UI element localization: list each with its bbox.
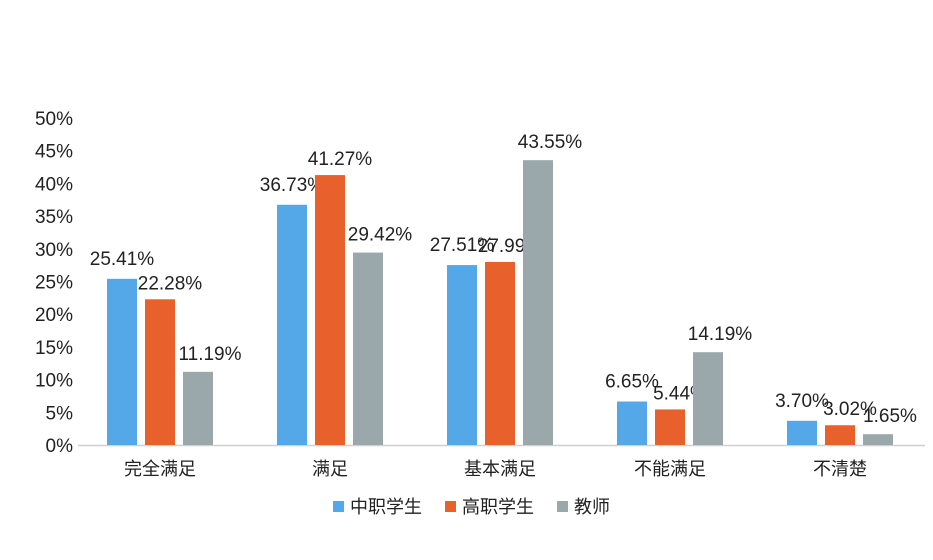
legend-swatch-2 bbox=[445, 501, 456, 512]
data-label: 6.65% bbox=[605, 372, 659, 393]
y-tick-label: 15% bbox=[35, 338, 73, 359]
y-tick-label: 10% bbox=[35, 371, 73, 392]
x-category-label: 不能满足 bbox=[634, 459, 706, 479]
bar-1-3 bbox=[447, 265, 477, 445]
legend-swatch-1 bbox=[333, 501, 344, 512]
bar-1-4 bbox=[617, 401, 647, 445]
bar-2-2 bbox=[315, 175, 345, 446]
data-label: 43.55% bbox=[518, 132, 583, 153]
y-tick-label: 35% bbox=[35, 207, 73, 228]
x-category-label: 满足 bbox=[312, 459, 348, 479]
data-label: 3.70% bbox=[775, 391, 829, 412]
data-label: 25.41% bbox=[90, 249, 155, 270]
bar-3-2 bbox=[353, 252, 383, 445]
y-tick-label: 30% bbox=[35, 240, 73, 261]
bar-3-3 bbox=[523, 160, 553, 446]
x-category-label: 完全满足 bbox=[124, 459, 196, 479]
legend-swatch-3 bbox=[557, 501, 568, 512]
bar-2-4 bbox=[655, 409, 685, 445]
x-category-label: 不清楚 bbox=[813, 459, 867, 479]
data-label: 14.19% bbox=[688, 324, 753, 345]
x-category-label: 基本满足 bbox=[464, 459, 536, 479]
bar-1-1 bbox=[107, 278, 137, 445]
bar-2-5 bbox=[825, 425, 855, 445]
data-label: 1.65% bbox=[863, 406, 917, 427]
y-tick-label: 40% bbox=[35, 174, 73, 195]
bar-2-3 bbox=[485, 261, 515, 445]
bar-3-1 bbox=[183, 371, 213, 445]
legend-label: 高职学生 bbox=[462, 497, 534, 517]
bar-3-4 bbox=[693, 352, 723, 445]
y-tick-label: 45% bbox=[35, 142, 73, 163]
legend-label: 教师 bbox=[574, 497, 610, 517]
bar-3-5 bbox=[863, 434, 893, 445]
bar-1-5 bbox=[787, 420, 817, 445]
data-label: 36.73% bbox=[260, 175, 325, 196]
y-tick-label: 0% bbox=[46, 436, 74, 457]
y-tick-label: 20% bbox=[35, 305, 73, 326]
data-label: 11.19% bbox=[178, 344, 241, 365]
data-label: 3.02% bbox=[823, 399, 877, 420]
data-label: 22.28% bbox=[138, 273, 203, 294]
y-tick-label: 25% bbox=[35, 273, 73, 294]
bar-1-2 bbox=[277, 204, 307, 445]
bar-2-1 bbox=[145, 299, 175, 445]
data-label: 27.51% bbox=[430, 235, 495, 256]
data-label: 41.27% bbox=[308, 149, 373, 170]
y-tick-label: 5% bbox=[46, 403, 74, 424]
data-label: 29.42% bbox=[348, 225, 413, 246]
legend-label: 中职学生 bbox=[350, 497, 422, 517]
y-tick-label: 50% bbox=[35, 109, 73, 130]
